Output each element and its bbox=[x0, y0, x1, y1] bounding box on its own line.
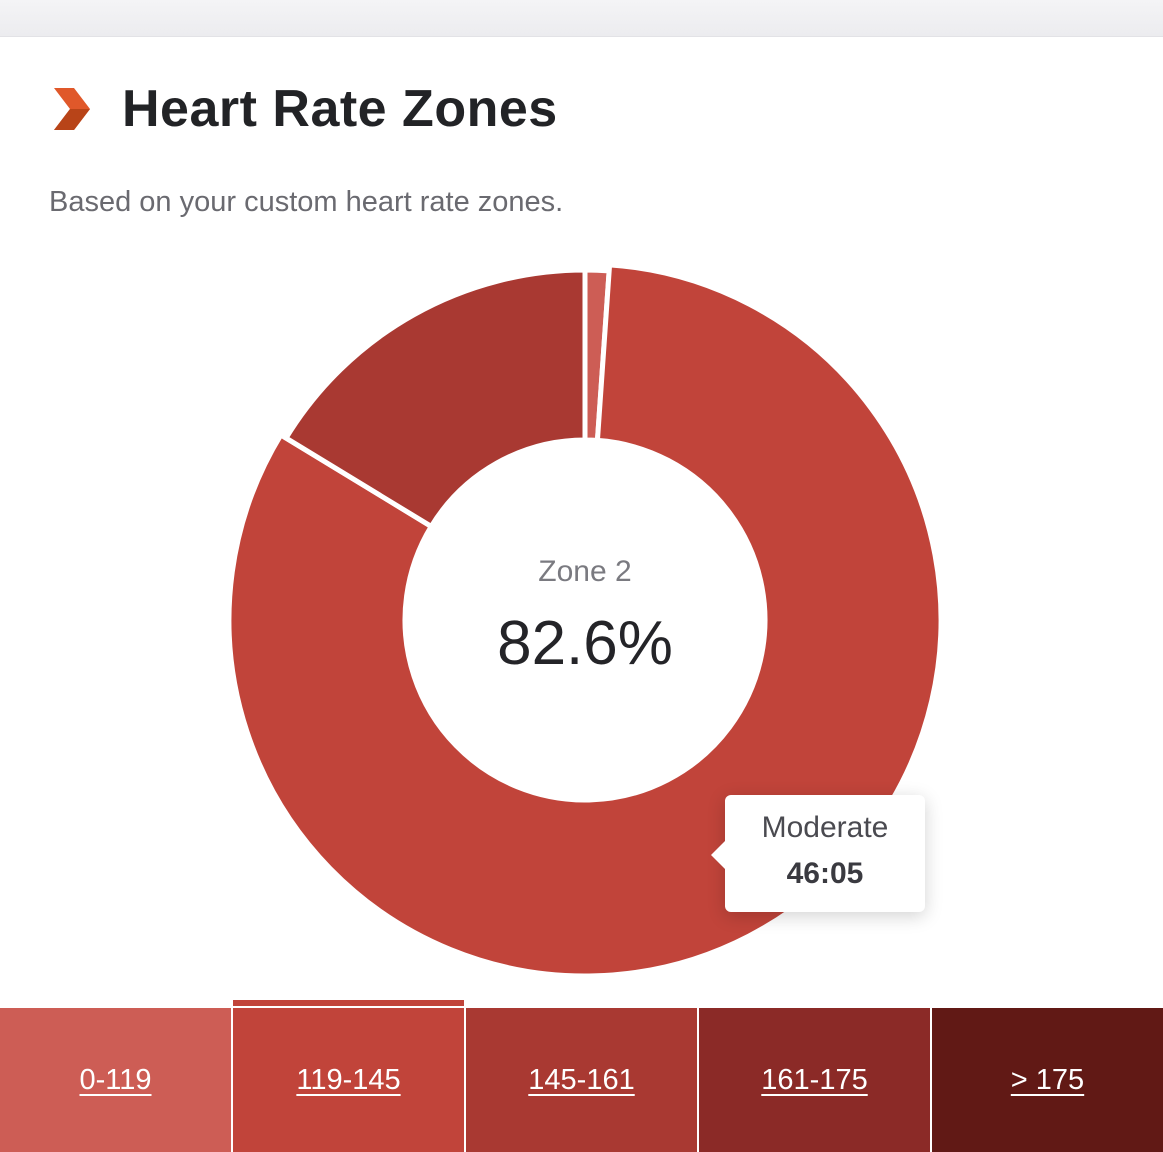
tooltip-value: 46:05 bbox=[786, 857, 864, 890]
chevron-right-icon bbox=[54, 88, 90, 130]
zone-tabs: 0-119 119-145 145-161 161-175 > 175 bbox=[0, 1000, 1163, 1152]
subtitle: Based on your custom heart rate zones. bbox=[49, 186, 564, 218]
tooltip-label: Moderate bbox=[761, 811, 889, 844]
zone-tab-label[interactable]: 145-161 bbox=[528, 1063, 635, 1096]
center-zone-label: Zone 2 bbox=[538, 555, 632, 588]
top-bar bbox=[0, 0, 1163, 37]
zone-tab-label[interactable]: 0-119 bbox=[79, 1063, 152, 1096]
center-percent-value: 82.6% bbox=[497, 609, 673, 678]
zone-tab-1[interactable]: 119-145 bbox=[231, 1000, 464, 1152]
zone-tab-label[interactable]: > 175 bbox=[1010, 1063, 1085, 1096]
donut-slice-145-161[interactable] bbox=[282, 267, 588, 530]
zone-tab-4[interactable]: > 175 bbox=[930, 1008, 1163, 1152]
section-header: Heart Rate Zones bbox=[50, 78, 558, 140]
chart-tooltip: Moderate 46:05 bbox=[711, 795, 925, 912]
zone-tab-0[interactable]: 0-119 bbox=[0, 1008, 231, 1152]
zone-tab-label[interactable]: 161-175 bbox=[761, 1063, 868, 1096]
page-title: Heart Rate Zones bbox=[122, 80, 558, 138]
zone-tab-2[interactable]: 145-161 bbox=[464, 1008, 697, 1152]
donut-chart bbox=[229, 264, 941, 976]
zone-tab-3[interactable]: 161-175 bbox=[697, 1008, 930, 1152]
zone-tab-label[interactable]: 119-145 bbox=[296, 1063, 401, 1096]
